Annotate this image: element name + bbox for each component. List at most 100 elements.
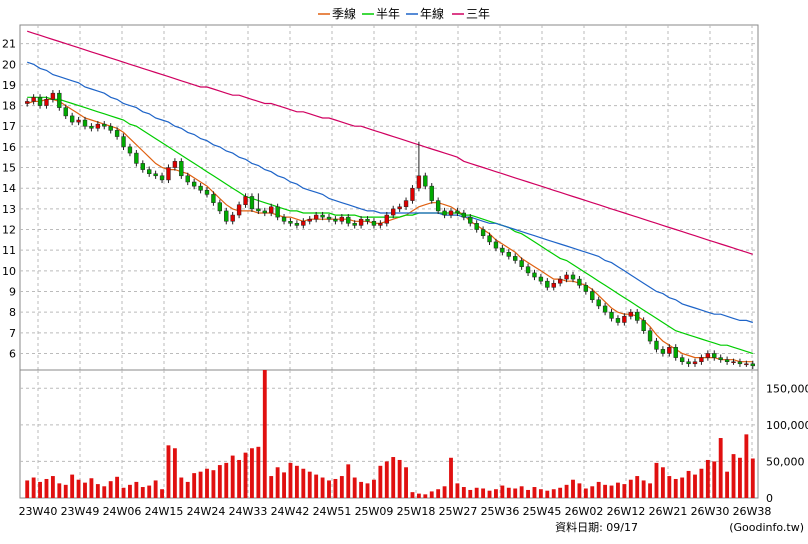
volume-bar [179,477,184,498]
volume-bar [205,468,209,498]
candle-body [737,361,743,365]
volume-bar [538,489,543,498]
candle-body [474,223,479,230]
candle-body [44,99,49,106]
candle-body [301,221,306,226]
volume-bar [217,465,222,498]
candle-body [551,282,556,288]
candle-body [307,218,312,222]
x-tick-label: 25W18 [397,505,436,518]
candle-body [667,347,672,354]
candle-body [262,210,267,214]
x-tick-label: 25W09 [355,505,394,518]
candle-body [371,221,377,226]
candle-body [442,210,447,216]
candle-body [339,216,345,222]
candle-body [82,119,88,127]
candle-body [461,212,467,218]
volume-tick-label: 50,000 [766,455,805,468]
legend: 季線 半年 年線 三年 [318,6,490,21]
volume-bar [391,457,396,498]
volume-bar [250,448,254,498]
volume-bar [153,480,158,498]
candle-body [320,214,325,218]
candle-body [89,125,94,129]
y-tick-label: 9 [9,285,16,298]
candle-body [147,169,152,174]
candle-body [191,181,197,187]
volume-panel: 0 50,000 100,000 150,000 [19,369,808,505]
x-tick-label: 26W21 [649,505,688,518]
volume-bar [680,477,685,498]
volume-tick-label: 0 [766,492,773,505]
volume-bar [320,477,325,498]
volume-bar [333,478,338,498]
volume-bar [609,485,614,498]
candle-body [95,123,101,129]
candle-body [647,330,653,342]
candle-body [108,125,113,131]
volume-bar [423,494,428,498]
volume-plot-frame [19,369,759,499]
candle-body [448,210,454,216]
price-grid [20,25,758,370]
volume-bar [628,479,633,498]
candle-body [37,97,43,106]
volume-bar [57,483,62,498]
candle-body [577,278,582,286]
volume-bar [243,452,248,498]
candle-body [570,274,576,280]
candle-body [294,223,300,226]
candle-body [596,299,601,307]
candle-body [269,206,274,214]
volume-bar [436,489,441,498]
volume-bar [558,487,563,498]
volume-grid [20,370,758,498]
candle-body [102,123,107,127]
candle-body [153,173,158,177]
volume-bars [25,370,755,498]
volume-bar [25,480,30,498]
price-y-ticks: 6 7 8 9 10 11 12 13 14 15 16 17 18 19 20 21 [2,38,16,361]
volume-bar [288,462,293,498]
candle-body [513,256,518,261]
volume-bar [346,464,351,498]
data-date-label: 資料日期: 09/17 [555,520,638,534]
candle-body [609,311,614,319]
volume-bar [185,481,190,498]
candle-body [256,208,261,212]
volume-bar [70,474,75,498]
candle-body [217,202,223,212]
candle-body [25,101,30,104]
candle-body [326,216,332,220]
candle-body [50,92,56,100]
volume-bar [83,482,87,498]
x-tick-label: 26W38 [733,505,772,518]
candle-body [346,216,351,224]
volume-bar [442,486,447,498]
volume-bar [506,487,511,498]
volume-bar [224,462,229,498]
y-tick-label: 15 [2,162,16,175]
candle-body [686,361,691,365]
volume-bar [699,468,704,498]
volume-bar [660,467,665,498]
candle-body [724,359,730,362]
volume-bar [738,457,742,498]
volume-bar [192,473,197,498]
candle-body [622,316,627,323]
volume-bar [282,472,286,498]
y-tick-label: 21 [2,38,16,51]
candle-body [313,214,319,220]
volume-bar [686,470,691,498]
candle-body [352,223,357,226]
candle-body [397,206,402,210]
volume-bar [654,462,659,498]
volume-bar [63,484,68,498]
volume-bar [429,491,434,498]
candle-body [185,175,190,183]
candle-body [673,347,678,358]
y-tick-label: 8 [9,306,16,319]
volume-bar [372,479,376,498]
x-tick-label: 25W36 [481,505,520,518]
